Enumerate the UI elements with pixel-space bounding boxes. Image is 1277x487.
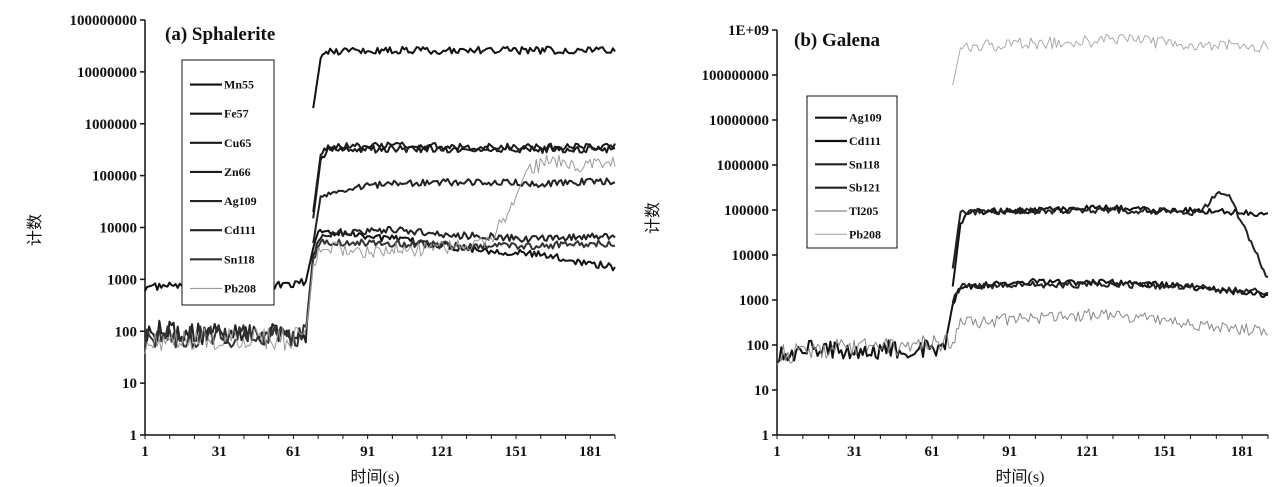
y-tick-label: 1000000	[85, 117, 138, 133]
y-axis-label: 计数	[644, 202, 662, 234]
y-tick-label: 100	[747, 338, 770, 354]
x-tick-label: 1	[773, 444, 781, 460]
legend-label: Tl205	[849, 204, 878, 218]
series-line-sn118	[144, 238, 616, 349]
y-tick-label: 1000	[107, 272, 137, 288]
legend-label: Sn118	[224, 252, 255, 266]
legend-label: Fe57	[224, 107, 249, 121]
series-line-ag109	[951, 204, 1269, 287]
series-line-ag109	[312, 177, 616, 244]
x-tick-label: 61	[286, 444, 301, 460]
legend: Ag109 Cd111 Sn118 Sb121 Tl205 Pb208	[806, 95, 898, 249]
x-tick-label: 181	[1231, 444, 1254, 460]
x-tick-label: 151	[505, 444, 528, 460]
y-tick-label: 1E+09	[728, 23, 769, 39]
y-tick-label: 100000	[724, 203, 769, 219]
x-tick-label: 31	[847, 444, 862, 460]
x-tick-label: 91	[360, 444, 375, 460]
y-tick-label: 10	[754, 383, 769, 399]
y-tick-label: 1000000	[717, 158, 770, 174]
chart-panel-b: 计数 (b) Galena 时间(s) 1 10 100 1000 10000 10000…	[644, 23, 1269, 486]
x-tick-label: 61	[925, 444, 940, 460]
legend-label: Zn66	[224, 165, 251, 179]
y-tick-label: 1	[762, 428, 770, 444]
series-line-tl205	[776, 308, 1269, 365]
x-axis-label: 时间(s)	[351, 468, 400, 486]
y-tick-label: 10000000	[77, 65, 137, 81]
y-axis-label: 计数	[26, 214, 44, 246]
legend-label: Mn55	[224, 78, 254, 92]
y-tick-label: 10000	[100, 221, 138, 237]
series-line-pb208	[144, 154, 616, 355]
legend-label: Cu65	[224, 136, 251, 150]
y-tick-label: 100	[115, 324, 138, 340]
series-line-cu65	[312, 144, 616, 219]
panel-title: (a) Sphalerite	[165, 24, 275, 45]
y-tick-label: 100000000	[70, 13, 138, 29]
chart-panel-a: 计数 (a) Sphalerite 时间(s) 1 10 100 1000 10000 1…	[26, 13, 616, 486]
panel-title: (b) Galena	[794, 30, 881, 51]
series-line-zn66	[312, 141, 616, 213]
legend-box	[181, 59, 275, 306]
y-tick-label: 10000	[732, 248, 770, 264]
y-tick-label: 1	[130, 428, 138, 444]
legend-label: Cd111	[849, 134, 881, 148]
series-line-fe57	[312, 45, 616, 109]
legend-label: Cd111	[224, 223, 256, 237]
y-tick-label: 10000000	[709, 113, 769, 129]
legend-label: Sb121	[849, 181, 880, 195]
x-tick-label: 151	[1153, 444, 1176, 460]
legend-label: Sn118	[849, 157, 880, 171]
legend: Mn55 Fe57 Cu65 Zn66 Ag109 Cd111 Sn118 Pb208	[181, 59, 275, 306]
legend-label: Pb208	[224, 281, 256, 295]
series-line-pb208	[952, 33, 1269, 86]
y-tick-label: 100000	[92, 169, 137, 185]
legend-box	[806, 95, 898, 249]
legend-label: Ag109	[224, 194, 257, 208]
x-tick-label: 181	[579, 444, 602, 460]
x-axis-label: 时间(s)	[996, 468, 1045, 486]
x-tick-label: 91	[1002, 444, 1017, 460]
legend-label: Ag109	[849, 111, 882, 125]
series-line-sb121	[951, 190, 1269, 279]
y-tick-label: 100000000	[702, 68, 770, 84]
series-line-sn118	[951, 280, 1269, 304]
legend-label: Pb208	[849, 227, 881, 241]
x-tick-label: 121	[1076, 444, 1099, 460]
x-tick-label: 31	[212, 444, 227, 460]
y-tick-label: 1000	[739, 293, 769, 309]
x-tick-label: 121	[431, 444, 454, 460]
x-tick-label: 1	[141, 444, 149, 460]
y-tick-label: 10	[122, 376, 137, 392]
